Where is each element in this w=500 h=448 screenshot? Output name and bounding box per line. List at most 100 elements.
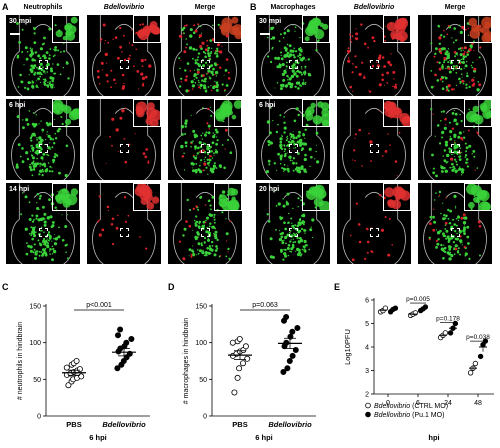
panel-e-y-tick-label: 2: [365, 392, 369, 399]
panel-c-point: [73, 358, 80, 365]
panel-c-category-label: PBS: [66, 420, 81, 429]
panel-c-point: [65, 382, 72, 389]
roi-box: [120, 59, 129, 69]
panel-e-p-value: p=0.178: [436, 315, 460, 322]
scale-bar: [10, 33, 20, 35]
panel-e-legend-marker: [365, 402, 371, 409]
roi-box: [289, 59, 298, 69]
micrograph-b-r1-c0: 6 hpi: [256, 99, 330, 180]
panel-e-x-tick-label: 24: [444, 400, 452, 407]
panel-d-x-axis-label: 6 hpi: [255, 433, 273, 442]
panel-e-p-value: p=0.038: [466, 334, 490, 341]
panel-d-point: [229, 339, 236, 346]
panel-d-y-tick-label: 100: [195, 340, 207, 347]
zoom-inset: [133, 183, 161, 211]
panel-d-point: [286, 358, 293, 365]
roi-box: [451, 227, 460, 237]
panel-e-label: E: [334, 282, 341, 292]
panel-e-y-tick-label: 5: [365, 321, 369, 328]
panel-b-col-bdellovibrio: Bdellovibrio: [353, 4, 395, 11]
panel-b-col-merge: Merge: [444, 4, 466, 11]
timepoint-label: 14 hpi: [9, 186, 30, 193]
panel-e-x-tick-label: 6: [416, 400, 420, 407]
micrograph-a-r1-c0: 6 hpi: [6, 99, 80, 180]
zoom-inset: [214, 99, 242, 127]
micrograph-b-r2-c2: [418, 183, 492, 264]
panel-d-point: [283, 339, 290, 346]
panel-d-point: [234, 374, 241, 381]
panel-d-category-label: Bdellovibrio: [268, 420, 312, 429]
roi-box: [451, 143, 460, 153]
roi-box: [370, 143, 379, 153]
roi-box: [39, 227, 48, 237]
zoom-inset: [302, 15, 330, 43]
roi-box: [201, 59, 210, 69]
panel-d-point: [289, 352, 296, 359]
panel-d-category-label: PBS: [232, 420, 247, 429]
panel-d-y-tick-label: 0: [203, 414, 207, 421]
panel-e-x-axis-label: hpi: [428, 433, 439, 442]
micrograph-b-r2-c1: [337, 183, 411, 264]
panel-e-point: [472, 360, 479, 367]
panel-c-y-tick-label: 50: [33, 377, 41, 384]
panel-d-point: [280, 369, 287, 376]
panel-e-legend-marker: [365, 411, 371, 418]
zoom-inset: [133, 15, 161, 43]
panel-c-y-tick-label: 150: [29, 304, 41, 311]
roi-box: [201, 143, 210, 153]
roi-box: [39, 59, 48, 69]
panel-d-y-tick-label: 50: [199, 377, 207, 384]
panel-d-point: [284, 365, 291, 372]
panel-d-point: [240, 360, 247, 367]
roi-box: [201, 227, 210, 237]
micrograph-a-r0-c0: 30 mpi: [6, 15, 80, 96]
zoom-inset: [383, 99, 411, 127]
timepoint-label: 6 hpi: [9, 102, 26, 109]
panel-e-point: [467, 370, 474, 376]
panel-d-p-value: p=0.063: [252, 302, 278, 309]
panel-e-x-tick-label: 48: [474, 400, 482, 407]
panel-e-chart: 2 3 4 5 6 Log10PFU 0 6 24 48 hpi p=0.005 p=0.178 p=0.…: [343, 296, 494, 442]
micrograph-b-r0-c1: [337, 15, 411, 96]
panel-c-point: [63, 364, 70, 371]
panel-e-y-tick-label: 6: [365, 298, 369, 305]
panel-c-point: [76, 366, 83, 373]
panel-d-point: [242, 343, 249, 350]
zoom-inset: [214, 183, 242, 211]
roi-box: [120, 227, 129, 237]
timepoint-label: 30 mpi: [9, 18, 32, 25]
zoom-inset: [302, 183, 330, 211]
panel-e-y-tick-label: 4: [365, 345, 369, 352]
panel-e-legend-label: Bdellovibrio (CTRL MO): [374, 403, 448, 410]
micrograph-a-r0-c2: [168, 15, 242, 96]
roi-box: [289, 143, 298, 153]
panel-c-x-axis-label: 6 hpi: [89, 433, 107, 442]
micrograph-a-r1-c2: [168, 99, 242, 180]
panel-e-y-tick-label: 3: [365, 368, 369, 375]
panel-a-col-merge: Merge: [194, 4, 216, 11]
panel-d-point: [231, 389, 238, 396]
panel-d-point: [244, 355, 251, 362]
timepoint-label: 20 hpi: [259, 186, 280, 193]
zoom-inset: [52, 183, 80, 211]
micrograph-b-r0-c2: [418, 15, 492, 96]
panel-e-point: [447, 330, 454, 336]
panel-d-point: [289, 328, 296, 335]
panel-e-p-value: p=0.005: [406, 296, 430, 303]
micrograph-b-r2-c0: 20 hpi: [256, 183, 330, 264]
zoom-inset: [383, 183, 411, 211]
panel-d-point: [236, 336, 243, 343]
panel-b-micrograph-grid: 30 mpi 6 hpi 20 hpi: [256, 15, 492, 265]
timepoint-label: 30 mpi: [259, 18, 282, 25]
panel-d-point: [294, 325, 301, 332]
roi-box: [370, 227, 379, 237]
panel-d-point: [283, 313, 290, 320]
panel-e-x-tick-label: 0: [386, 400, 390, 407]
zoom-inset: [302, 99, 330, 127]
panel-d-y-tick-label: 150: [195, 304, 207, 311]
panel-c-point: [123, 339, 130, 346]
zoom-inset: [52, 15, 80, 43]
panel-a-label: A: [2, 2, 9, 12]
panel-d-point: [236, 365, 243, 372]
roi-box: [289, 227, 298, 237]
